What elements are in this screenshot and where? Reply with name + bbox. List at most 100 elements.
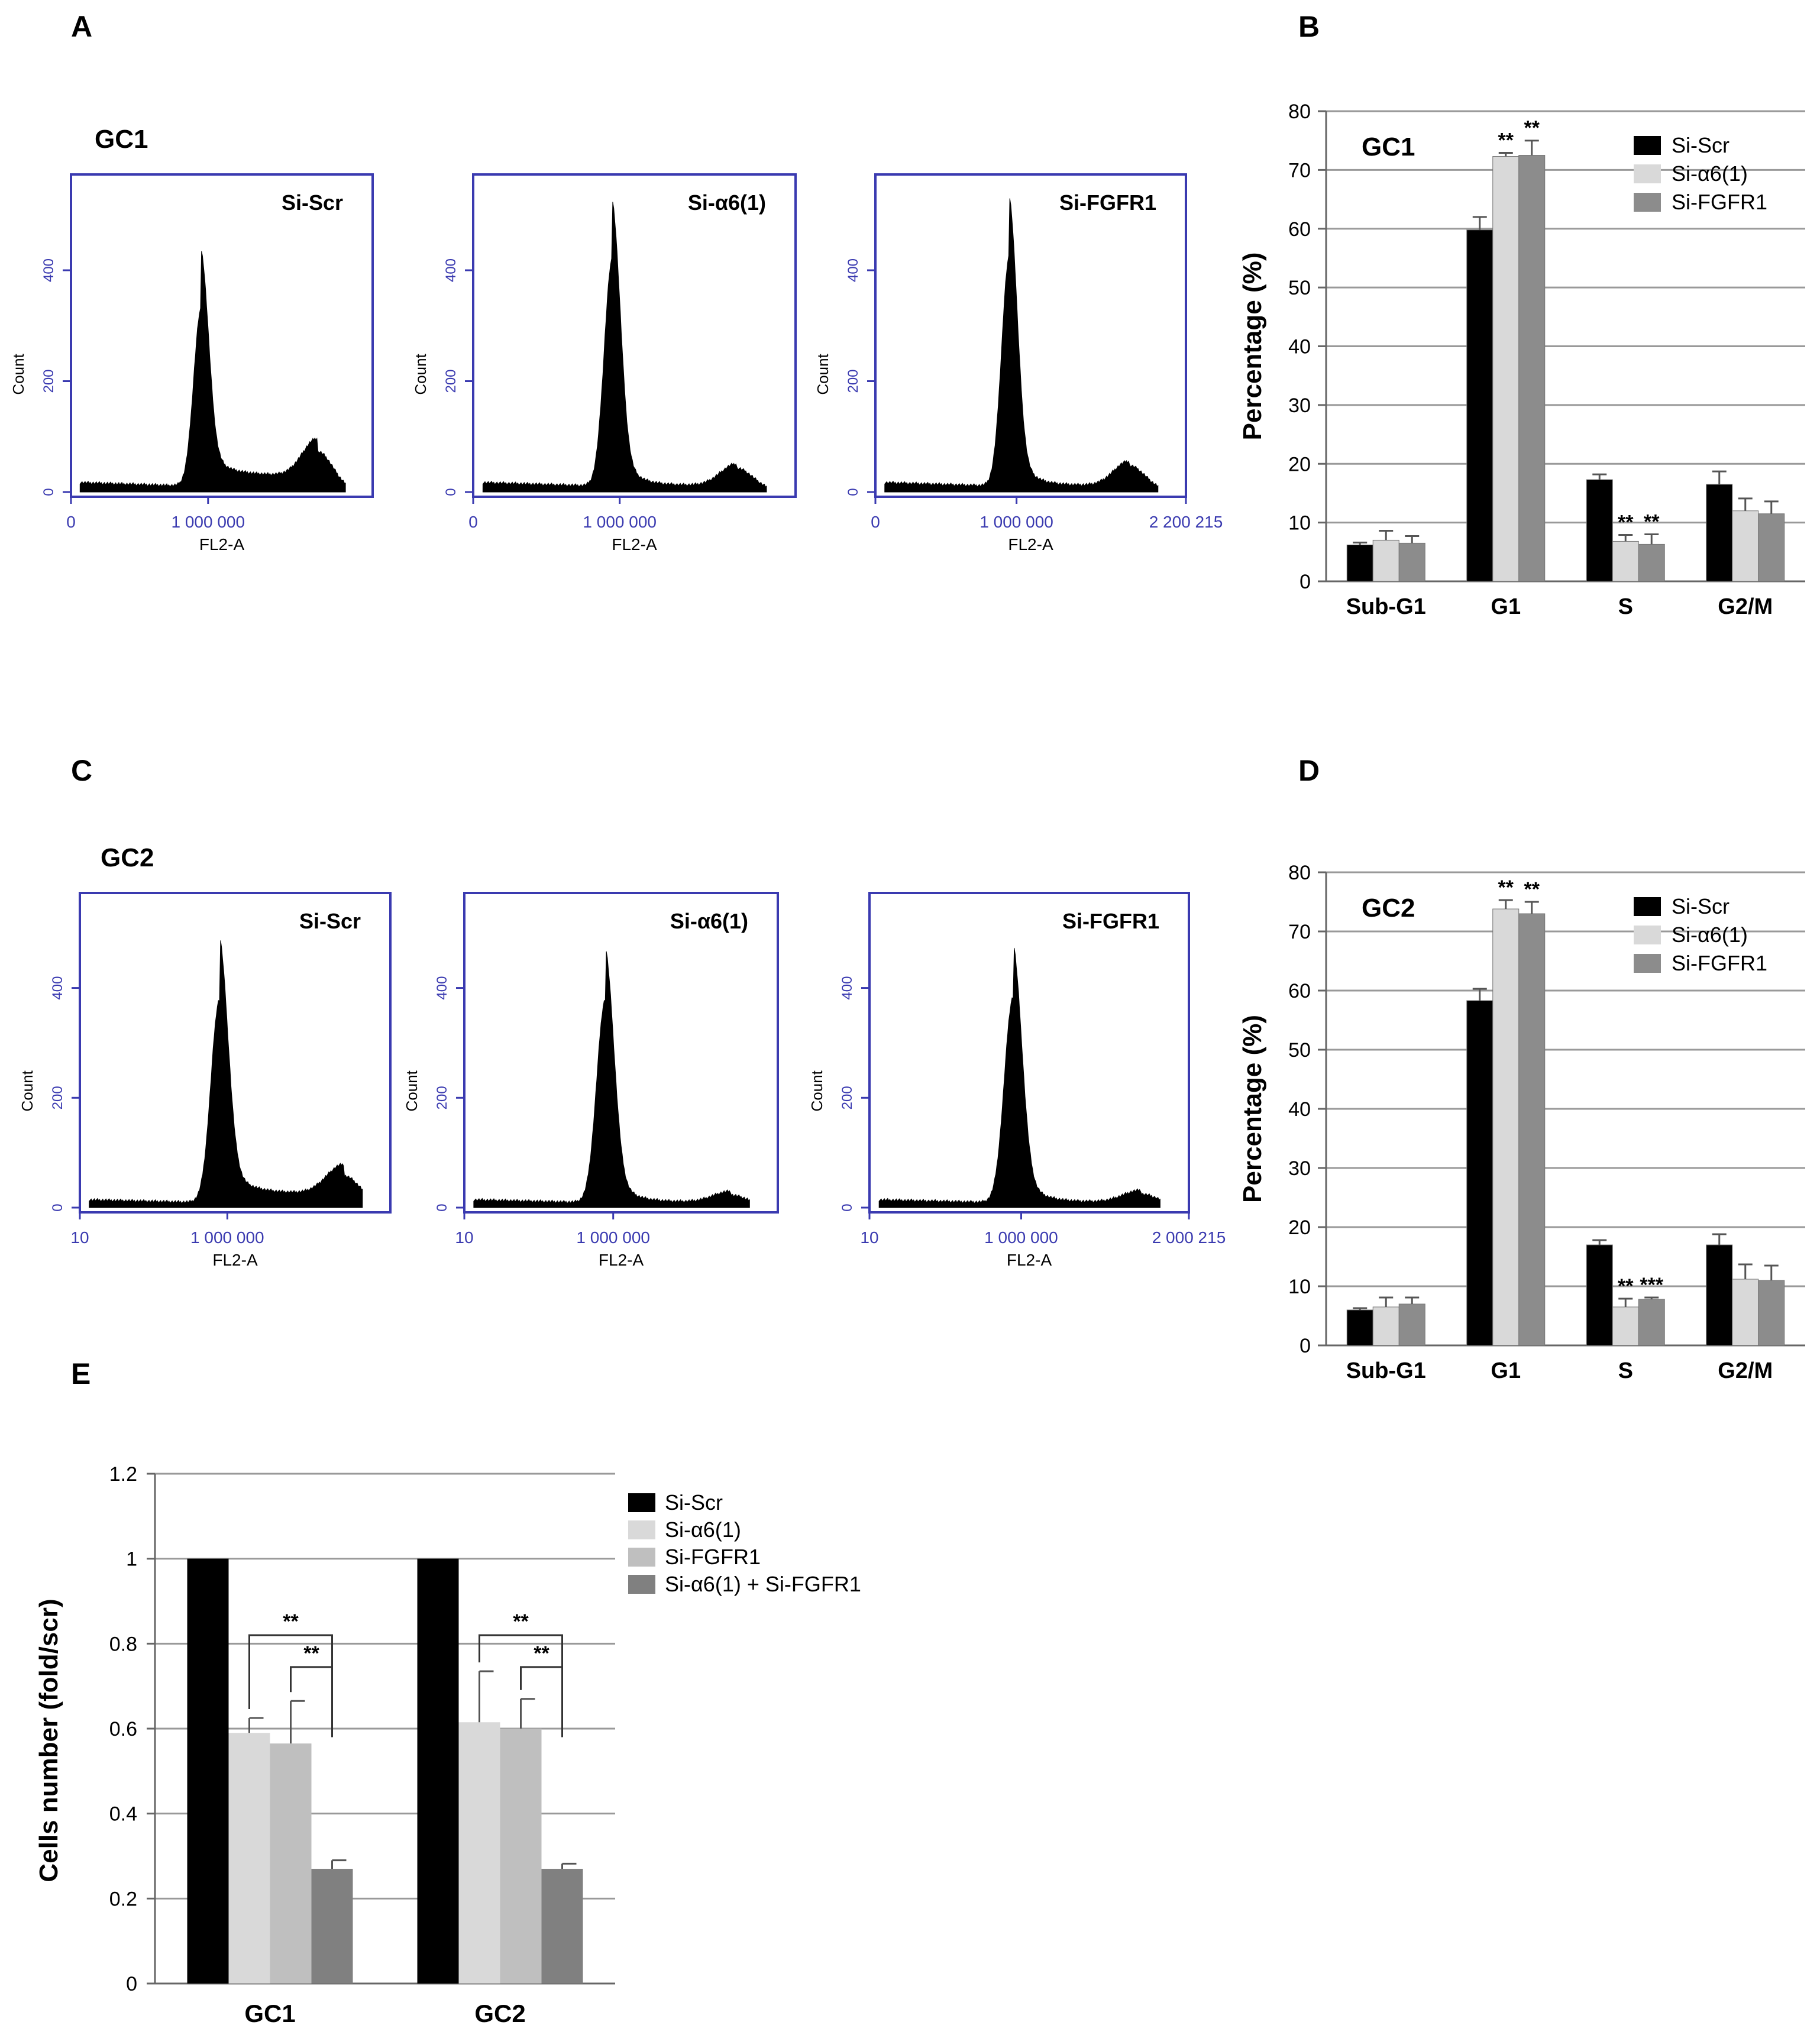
histogram-frame xyxy=(874,173,1187,498)
histogram-title: Si-α6(1) xyxy=(670,909,748,933)
legend-swatch xyxy=(1634,136,1661,155)
category-label: G1 xyxy=(1491,1358,1521,1383)
legend-swatch xyxy=(628,1493,655,1512)
x-tick-label: 2 000 215 xyxy=(1152,1228,1226,1247)
panel-letter-c: C xyxy=(71,754,92,787)
bar xyxy=(417,1558,459,1984)
bar xyxy=(228,1733,270,1984)
y-tick-label: 40 xyxy=(1288,1098,1311,1121)
bar xyxy=(1518,913,1546,1346)
bar xyxy=(1638,1299,1665,1346)
y-tick-label: 80 xyxy=(1288,862,1311,884)
bar-chart-b: 0 10 20 30 40 50 60 70 80 Percentage (%) GC1 Sub-G1… xyxy=(1238,101,1805,619)
bar xyxy=(1466,1000,1494,1346)
y-tick-label: 0 xyxy=(434,1203,450,1211)
bar xyxy=(1612,541,1639,582)
bar xyxy=(1706,484,1733,582)
significance-bracket xyxy=(520,1666,563,1737)
bar xyxy=(1732,510,1759,582)
y-axis-title: Percentage (%) xyxy=(1238,253,1267,441)
x-tick-label: 0 xyxy=(468,513,478,531)
histogram-area xyxy=(79,251,346,493)
y-tick-label: 200 xyxy=(41,369,57,393)
y-tick-label: 10 xyxy=(1288,512,1311,535)
y-tick-label: 0 xyxy=(845,488,861,496)
x-tick-label: 1 000 000 xyxy=(576,1228,650,1247)
panel-letter-d: D xyxy=(1298,754,1320,787)
panel-letter-a: A xyxy=(71,10,92,43)
legend-label: Si-FGFR1 xyxy=(1672,190,1767,214)
histogram-frame xyxy=(79,892,392,1214)
group-label-gc2: GC2 xyxy=(101,843,154,872)
bar xyxy=(1586,479,1613,582)
panel-letter-b: B xyxy=(1298,10,1320,43)
bar-chart-d: 0 10 20 30 40 50 60 70 80 Percentage (%) GC2 Sub-G1… xyxy=(1238,862,1805,1383)
histogram-title: Si-Scr xyxy=(299,909,361,933)
legend-swatch xyxy=(628,1575,655,1594)
significance-label: ** xyxy=(1524,878,1540,901)
legend-label: Si-Scr xyxy=(665,1490,723,1515)
y-tick-label: 200 xyxy=(434,1086,450,1109)
bar xyxy=(1518,155,1546,582)
y-axis-title: Percentage (%) xyxy=(1238,1015,1267,1203)
histogram-c-3: Si-FGFR1 0 200 400 Count 10 1 000 000 2 000 215… xyxy=(808,892,1226,1269)
histogram-title: Si-FGFR1 xyxy=(1059,190,1156,215)
category-label: Sub-G1 xyxy=(1346,594,1426,619)
histogram-title: Si-Scr xyxy=(282,190,343,215)
significance-label: ** xyxy=(513,1610,529,1633)
histogram-title: Si-α6(1) xyxy=(688,190,766,215)
bar xyxy=(1372,539,1399,582)
y-tick-label: 0 xyxy=(1299,1335,1311,1357)
y-tick-label: 70 xyxy=(1288,921,1311,943)
y-axis-title: Count xyxy=(9,353,27,394)
legend-label: Si-Scr xyxy=(1672,133,1730,157)
x-axis-title: FL2-A xyxy=(612,535,657,554)
x-tick-label: 1 000 000 xyxy=(979,513,1053,531)
significance-label: ** xyxy=(1524,117,1540,140)
y-tick-label: 200 xyxy=(50,1086,66,1109)
bar xyxy=(541,1869,583,1984)
histogram-c-1: Si-Scr 0 200 400 Count 10 1 000 000 FL2-A xyxy=(18,892,392,1269)
y-axis-title: Cells number (fold/scr) xyxy=(34,1599,63,1882)
x-axis-title: FL2-A xyxy=(1008,535,1053,554)
y-tick-label: 20 xyxy=(1288,453,1311,475)
y-tick-label: 80 xyxy=(1288,101,1311,123)
histogram-frame xyxy=(70,173,374,498)
group-label-gc1: GC1 xyxy=(95,125,148,154)
histogram-area xyxy=(878,947,1160,1208)
y-tick-label: 400 xyxy=(41,258,57,282)
y-tick-label: 200 xyxy=(839,1086,855,1109)
category-label: G2/M xyxy=(1718,594,1773,619)
significance-label: ** xyxy=(303,1642,319,1665)
bar xyxy=(1346,1309,1373,1346)
y-axis-title: Count xyxy=(808,1070,826,1111)
histogram-frame xyxy=(472,173,797,498)
legend-swatch xyxy=(1634,926,1661,944)
significance-label: ** xyxy=(1618,511,1634,533)
x-axis-title: FL2-A xyxy=(599,1251,644,1269)
histogram-frame xyxy=(463,892,779,1214)
legend-label: Si-FGFR1 xyxy=(665,1545,761,1569)
category-label: Sub-G1 xyxy=(1346,1358,1426,1383)
category-label: GC1 xyxy=(244,1999,295,2027)
histogram-c-2: Si-α6(1) 0 200 400 Count 10 1 000 000 FL2-A xyxy=(403,892,779,1269)
y-tick-label: 30 xyxy=(1288,394,1311,417)
x-tick-label: 1 000 000 xyxy=(583,513,657,531)
panel-letter-e: E xyxy=(71,1357,90,1390)
legend-swatch xyxy=(628,1548,655,1567)
histogram-a-2: Si-α6(1) 0 200 400 Count 0 1 000 000 FL2-A xyxy=(412,173,797,554)
chart-title: GC2 xyxy=(1362,894,1415,923)
y-tick-label: 0 xyxy=(443,488,459,496)
significance-label: *** xyxy=(1640,1274,1663,1296)
category-label: GC2 xyxy=(474,1999,525,2027)
y-tick-label: 0 xyxy=(50,1203,66,1211)
y-tick-label: 50 xyxy=(1288,277,1311,299)
x-axis-title: FL2-A xyxy=(199,535,245,554)
x-axis-title: FL2-A xyxy=(212,1251,258,1269)
bar xyxy=(1732,1279,1759,1346)
legend-label: Si-α6(1) xyxy=(665,1517,741,1542)
category-label: S xyxy=(1618,1358,1633,1383)
histogram-area xyxy=(473,951,750,1208)
legend-label: Si-α6(1) xyxy=(1672,923,1748,947)
